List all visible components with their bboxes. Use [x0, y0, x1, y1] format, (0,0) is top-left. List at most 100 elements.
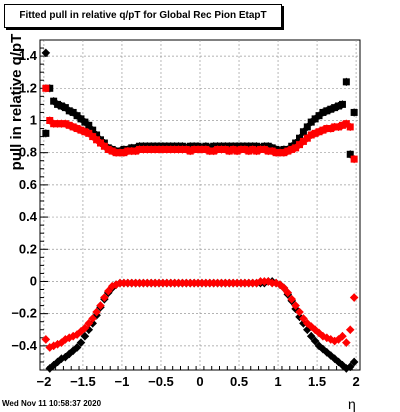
data-point-square	[202, 145, 210, 153]
data-point-diamond	[263, 277, 273, 286]
data-point-diamond	[80, 331, 90, 341]
data-point-square	[217, 145, 225, 153]
data-point-square	[292, 144, 300, 152]
data-point-diamond	[322, 333, 332, 343]
x-tick-label: 0	[196, 374, 203, 389]
data-point-square	[57, 102, 65, 110]
data-point-square	[335, 102, 343, 110]
data-point-diamond	[283, 288, 293, 298]
data-point-square	[272, 149, 280, 157]
data-point-square	[284, 147, 292, 155]
x-tick-label: 1	[274, 374, 281, 389]
data-point-square	[214, 145, 222, 153]
data-point-diamond	[338, 331, 347, 341]
data-point-square	[81, 118, 89, 126]
data-point-diamond	[252, 278, 261, 288]
data-point-square	[155, 145, 163, 153]
data-point-diamond	[45, 364, 55, 373]
data-point-square	[225, 142, 233, 150]
data-point-diamond	[299, 314, 308, 323]
data-point-square	[124, 147, 132, 155]
data-point-square	[65, 121, 73, 129]
data-point-square	[323, 125, 331, 133]
data-point-square	[311, 115, 319, 123]
data-point-diamond	[84, 325, 94, 335]
data-point-square	[143, 145, 151, 153]
data-point-square	[350, 155, 358, 163]
data-point-square	[256, 145, 264, 153]
data-point-diamond	[342, 364, 351, 373]
data-point-diamond	[61, 335, 70, 344]
data-point-diamond	[306, 331, 316, 341]
data-point-square	[77, 126, 85, 134]
data-point-square	[237, 145, 245, 153]
data-point-square	[311, 129, 319, 137]
y-tick-label: 0.8	[19, 145, 37, 160]
data-point-square	[338, 121, 346, 129]
data-point-square	[61, 104, 69, 112]
data-point-square	[268, 147, 276, 155]
data-point-square	[42, 129, 50, 137]
data-point-square	[73, 112, 81, 120]
data-point-square	[50, 120, 58, 128]
data-point-square	[245, 147, 253, 155]
data-point-square	[338, 100, 346, 108]
x-tick-label: −1.5	[70, 374, 96, 389]
tick-labels: −2 −1.5 −1 −0.5 0 0.5 1 1.5 2 −0.4 −0.2 0 0.2 0.4 0.6 0…	[11, 48, 359, 389]
data-point-diamond	[314, 341, 324, 351]
data-point-square	[206, 147, 214, 155]
data-point-square	[221, 145, 229, 153]
data-point-diamond	[287, 294, 297, 304]
data-point-square	[42, 84, 50, 92]
data-point-diamond	[57, 354, 66, 364]
data-point-square	[128, 147, 136, 155]
data-point-square	[335, 123, 343, 131]
data-point-square	[89, 133, 97, 141]
data-point-square	[132, 147, 140, 155]
data-point-square	[85, 121, 93, 129]
data-point-square	[65, 107, 73, 115]
data-point-diamond	[100, 293, 109, 302]
data-point-square	[81, 128, 89, 136]
data-point-square	[100, 142, 108, 150]
data-point-diamond	[322, 347, 332, 357]
data-point-diamond	[318, 331, 328, 341]
data-point-square	[307, 118, 315, 126]
axis-ticks	[39, 39, 361, 371]
y-tick-label: 0	[30, 273, 37, 288]
data-point-square	[229, 145, 237, 153]
data-point-square	[77, 115, 85, 123]
data-point-diamond	[96, 301, 105, 310]
data-point-square	[342, 120, 350, 128]
data-point-square	[225, 147, 233, 155]
y-tick-label: 1.4	[19, 48, 38, 63]
data-point-diamond	[279, 283, 289, 293]
y-tick-label: 1	[30, 112, 37, 127]
data-point-diamond	[349, 293, 359, 302]
data-point-square	[350, 108, 358, 116]
data-point-square	[249, 145, 257, 153]
data-point-square	[253, 147, 261, 155]
data-point-square	[253, 142, 261, 150]
data-point-square	[73, 125, 81, 133]
data-point-square	[307, 131, 315, 139]
y-tick-label: 0.6	[19, 177, 37, 192]
data-point-square	[85, 129, 93, 137]
data-point-diamond	[41, 335, 51, 344]
data-point-square	[57, 120, 65, 128]
data-point-square	[327, 105, 335, 113]
x-tick-label: 0.5	[230, 374, 248, 389]
data-point-diamond	[345, 362, 355, 372]
data-point-diamond	[310, 336, 320, 346]
data-point-square	[69, 108, 77, 116]
data-point-square	[108, 147, 116, 155]
data-point-square	[296, 141, 304, 149]
data-point-diamond	[49, 360, 58, 370]
data-point-square	[299, 128, 307, 136]
footer-timestamp: Wed Nov 11 10:58:37 2020	[2, 399, 102, 408]
data-point-diamond	[92, 307, 101, 317]
x-tick-label: −2	[36, 374, 51, 389]
x-tick-label: −0.5	[148, 374, 174, 389]
data-point-square	[147, 145, 155, 153]
data-point-square	[163, 145, 171, 153]
